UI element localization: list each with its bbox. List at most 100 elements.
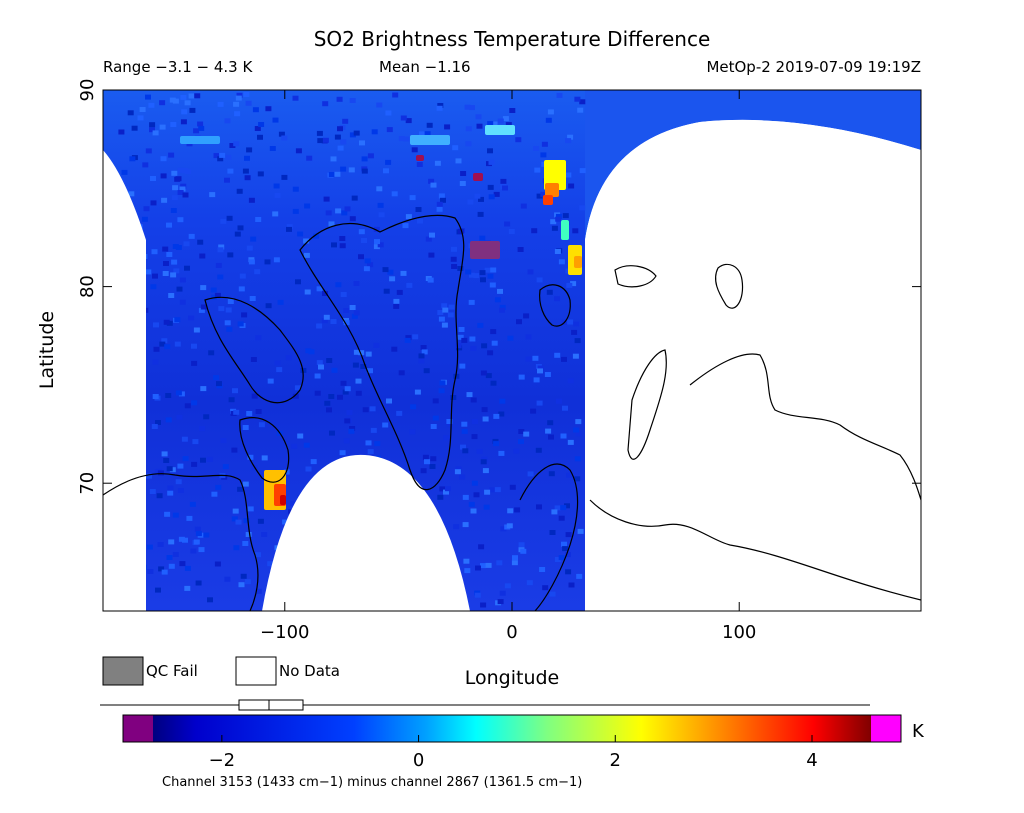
swath-pixel <box>507 335 514 341</box>
swath-pixel <box>180 119 187 125</box>
swath-pixel <box>141 216 148 222</box>
swath-pixel <box>278 131 285 137</box>
swath-pixel <box>245 100 252 106</box>
swath-pixel <box>155 420 161 425</box>
swath-pixel <box>131 125 138 131</box>
swath-pixel <box>452 145 459 151</box>
swath-pixel <box>462 448 469 454</box>
swath-pixel <box>496 560 503 566</box>
swath-pixel <box>191 343 197 349</box>
swath-pixel <box>186 515 193 521</box>
swath-pixel <box>184 100 191 106</box>
swath-pixel <box>461 428 468 434</box>
swath-pixel <box>373 244 380 250</box>
swath-pixel <box>349 132 356 138</box>
swath-pixel <box>200 304 207 310</box>
swath-pixel <box>391 346 398 352</box>
swath-pixel <box>340 292 347 297</box>
swath-pixel <box>371 129 378 135</box>
swath-pixel <box>161 197 168 203</box>
swath-pixel <box>255 552 261 558</box>
swath-pixel <box>286 226 292 232</box>
swath-pixel <box>342 389 349 395</box>
swath-pixel <box>549 530 556 535</box>
swath-pixel <box>152 359 159 365</box>
colorbar-footnote: Channel 3153 (1433 cm−1) minus channel 2… <box>162 775 582 790</box>
swath-pixel <box>392 92 399 98</box>
swath-pixel <box>227 299 234 304</box>
swath-pixel <box>323 196 330 202</box>
swath-pixel <box>155 587 161 593</box>
swath-pixel <box>244 175 251 181</box>
swath-pixel <box>160 156 167 162</box>
swath-pixel <box>465 126 472 132</box>
swath-pixel <box>294 385 301 391</box>
swath-pixel <box>254 269 261 275</box>
swath-pixel <box>346 410 353 415</box>
swath-pixel <box>547 109 554 115</box>
swath-pixel <box>291 443 298 449</box>
swath-pixel <box>314 390 321 396</box>
swath-pixel <box>325 210 332 216</box>
swath-pixel <box>239 273 246 279</box>
swath-pixel <box>360 364 367 369</box>
swath-pixel <box>197 121 204 127</box>
swath-pixel <box>426 122 433 128</box>
swath-pixel <box>177 463 184 469</box>
swath-pixel <box>295 279 301 285</box>
swath-pixel <box>218 306 225 312</box>
swath-pixel <box>151 249 158 255</box>
swath-pixel <box>363 266 370 272</box>
swath-pixel <box>188 233 195 239</box>
anomaly-patch <box>280 495 286 505</box>
swath-pixel <box>447 312 454 318</box>
swath-pixel <box>150 284 157 290</box>
swath-pixel <box>558 259 565 265</box>
swath-pixel <box>166 222 172 228</box>
swath-pixel <box>176 286 183 292</box>
swath-pixel <box>343 308 350 313</box>
swath-pixel <box>432 398 439 404</box>
swath-pixel <box>261 455 268 461</box>
swath-pixel <box>537 368 543 374</box>
x-tick-label: −100 <box>260 622 309 643</box>
swath-pixel <box>493 191 500 197</box>
swath-pixel <box>466 392 473 398</box>
swath-pixel <box>195 531 202 537</box>
swath-pixel <box>482 468 489 474</box>
swath-pixel <box>376 186 383 192</box>
swath-pixel <box>242 168 249 174</box>
coastline-taymyr-siberia <box>689 353 921 501</box>
swath-pixel <box>539 567 546 572</box>
swath-pixel <box>479 235 486 241</box>
swath-pixel <box>554 557 561 562</box>
swath-pixel <box>508 229 515 234</box>
swath-pixel <box>509 484 516 490</box>
swath-pixel <box>504 583 511 589</box>
qc-fail-swatch <box>102 656 144 686</box>
swath-pixel <box>358 229 365 235</box>
swath-pixel <box>304 289 311 295</box>
swath-pixel <box>330 319 337 324</box>
swath-pixel <box>274 360 281 366</box>
swath-pixel <box>527 471 534 477</box>
swath-pixel <box>542 585 549 591</box>
swath-pixel <box>497 288 503 294</box>
swath-pixel <box>405 335 412 341</box>
swath-pixel <box>166 320 173 326</box>
swath-pixel <box>567 378 574 384</box>
swath-top-band <box>103 90 921 240</box>
swath-pixel <box>455 466 462 472</box>
x-axis-ticks: −100 0 100 <box>260 90 756 643</box>
swath-pixel <box>184 403 191 409</box>
swath-pixel <box>457 266 464 271</box>
swath-pixel <box>349 305 356 310</box>
swath-pixel <box>490 267 497 273</box>
swath-pixel <box>235 519 242 525</box>
swath-pixel <box>516 319 522 325</box>
swath-pixel <box>416 162 423 167</box>
swath-pixel <box>500 178 507 184</box>
swath-pixel <box>568 582 575 588</box>
swath-pixel <box>274 192 281 198</box>
